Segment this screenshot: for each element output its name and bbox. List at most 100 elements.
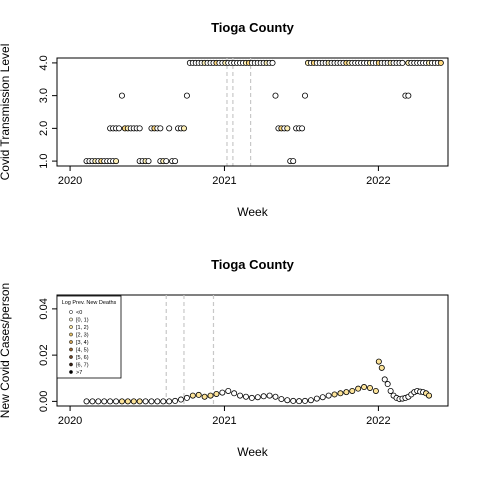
cases-point bbox=[183, 394, 190, 401]
cases-point bbox=[95, 398, 102, 405]
legend-label: [3, 4) bbox=[76, 340, 89, 346]
legend-marker bbox=[69, 362, 73, 367]
x-axis-label: Week bbox=[237, 445, 268, 459]
cases-point bbox=[290, 397, 297, 404]
x-tick-label: 2020 bbox=[58, 175, 82, 187]
cases-point bbox=[296, 398, 303, 405]
cases-point bbox=[160, 398, 167, 405]
cases-point bbox=[331, 391, 338, 398]
legend-label: [0, 1) bbox=[76, 318, 89, 324]
transmission-point bbox=[136, 125, 143, 132]
cases-point bbox=[101, 398, 108, 405]
transmission-point bbox=[163, 158, 170, 165]
cases-point bbox=[113, 398, 120, 405]
cases-point bbox=[89, 398, 96, 405]
cases-point bbox=[284, 397, 291, 404]
legend-box bbox=[56, 295, 122, 379]
x-axis-label: Week bbox=[237, 205, 268, 219]
cases-point bbox=[372, 387, 379, 394]
cases-point bbox=[207, 392, 214, 399]
cases-point bbox=[254, 394, 261, 401]
legend-label: [2, 3) bbox=[76, 333, 89, 339]
legend-title: Log Prev. New Deaths bbox=[62, 300, 117, 306]
transmission-point bbox=[118, 92, 125, 99]
legend-marker bbox=[69, 325, 73, 329]
transmission-point bbox=[302, 92, 309, 99]
y-tick-label: 2.0 bbox=[38, 121, 50, 136]
transmission-point bbox=[399, 59, 406, 66]
cases-point bbox=[426, 392, 433, 399]
x-tick-label: 2022 bbox=[366, 175, 390, 187]
cases-point bbox=[142, 398, 149, 405]
cases-point bbox=[178, 396, 185, 403]
cases-point bbox=[266, 392, 273, 399]
legend: Log Prev. New Deaths <0 [0, 1)[1, 2) [2, 3)… bbox=[56, 295, 122, 379]
transmission-point bbox=[405, 92, 412, 99]
legend-label: [5, 6) bbox=[76, 355, 89, 361]
cases-point bbox=[337, 390, 344, 397]
cases-point bbox=[124, 398, 131, 405]
x-tick-label: 2022 bbox=[366, 415, 390, 427]
y-tick-label: 0.04 bbox=[38, 298, 50, 319]
cases-point bbox=[361, 384, 368, 391]
cases-point bbox=[319, 394, 326, 401]
cases-point bbox=[313, 395, 320, 402]
y-axis-label: New Covid Cases/person bbox=[0, 283, 12, 418]
cases-point bbox=[237, 392, 244, 399]
cases-point bbox=[83, 398, 90, 405]
cases-point bbox=[136, 398, 143, 405]
legend-marker bbox=[69, 310, 73, 314]
cases-point bbox=[201, 393, 208, 400]
transmission-point bbox=[437, 59, 444, 66]
legend-label: >7 bbox=[76, 370, 82, 376]
cases-point bbox=[307, 397, 314, 404]
y-tick-label: 3.0 bbox=[38, 88, 50, 103]
transmission-chart: Tioga County 2020 2021 2022 1.0 2.0 3.0 4.0 Week… bbox=[0, 20, 449, 219]
transmission-point bbox=[290, 158, 297, 165]
transmission-point bbox=[183, 92, 190, 99]
transmission-point bbox=[284, 125, 291, 132]
chart-title: Tioga County bbox=[211, 257, 295, 272]
cases-point bbox=[148, 398, 155, 405]
cases-point bbox=[302, 397, 309, 404]
cases-point bbox=[195, 391, 202, 398]
cases-point bbox=[231, 390, 238, 397]
y-axis-label: Covid Transmission Level bbox=[0, 44, 12, 181]
cases-point bbox=[384, 381, 391, 388]
transmission-point bbox=[116, 125, 123, 132]
cases-point bbox=[213, 390, 220, 397]
legend-label: <0 bbox=[76, 310, 82, 316]
x-tick-label: 2021 bbox=[212, 415, 236, 427]
cases-point bbox=[107, 398, 114, 405]
cases-point bbox=[166, 398, 173, 405]
cases-point bbox=[172, 397, 179, 404]
cases-point bbox=[349, 387, 356, 394]
y-tick-label: 1.0 bbox=[38, 153, 50, 168]
y-tick-label: 4.0 bbox=[38, 55, 50, 70]
y-tick-label: 0.02 bbox=[38, 344, 50, 365]
cases-chart: Tioga County 2020 2021 2022 0.00 0.02 0.04 Week… bbox=[0, 257, 449, 459]
cases-point bbox=[378, 364, 385, 371]
cases-point bbox=[248, 394, 255, 401]
transmission-point bbox=[166, 125, 173, 132]
transmission-point bbox=[299, 125, 306, 132]
legend-marker bbox=[69, 340, 73, 344]
transmission-point bbox=[272, 92, 279, 99]
plot-frame bbox=[56, 57, 449, 167]
cases-point bbox=[154, 398, 161, 405]
cases-point bbox=[225, 387, 232, 394]
cases-point bbox=[242, 393, 249, 400]
cases-point bbox=[375, 358, 382, 365]
cases-point bbox=[325, 392, 332, 399]
transmission-point bbox=[269, 59, 276, 66]
legend-marker bbox=[69, 317, 73, 322]
cases-point bbox=[118, 398, 125, 405]
cases-point bbox=[278, 396, 285, 403]
cases-point bbox=[272, 393, 279, 400]
legend-label: [1, 2) bbox=[76, 325, 89, 331]
transmission-point bbox=[172, 158, 179, 165]
x-tick-label: 2020 bbox=[58, 415, 82, 427]
legend-label: [6, 7) bbox=[76, 363, 89, 369]
cases-point bbox=[343, 389, 350, 396]
